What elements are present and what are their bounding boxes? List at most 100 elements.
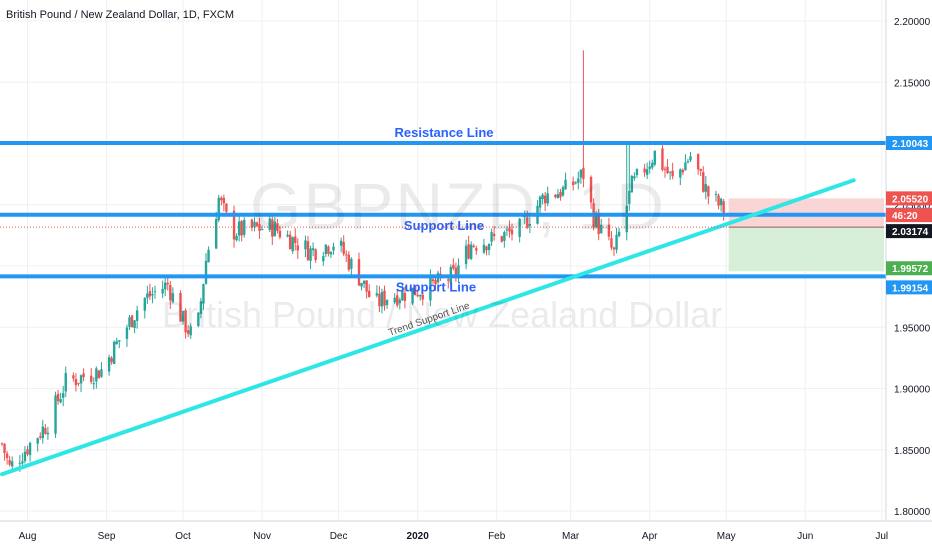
candle-body	[237, 221, 241, 236]
candle	[125, 324, 129, 347]
candle-body	[380, 291, 384, 307]
candle	[467, 235, 470, 260]
candle	[628, 141, 631, 211]
candle-body	[645, 169, 649, 175]
candle	[582, 50, 585, 188]
candle	[255, 221, 259, 228]
price-tick-label: 1.80000	[894, 507, 931, 518]
candle	[577, 171, 580, 190]
time-tick-label: Apr	[642, 531, 658, 542]
candle-body	[59, 399, 62, 403]
candle	[661, 144, 664, 172]
candle-body	[148, 291, 152, 297]
candle	[56, 389, 60, 405]
candle	[184, 308, 187, 339]
candle	[403, 286, 407, 309]
candle	[179, 290, 182, 322]
candle	[561, 185, 565, 197]
candle-body	[199, 301, 203, 314]
candle-body	[5, 453, 9, 458]
candle	[202, 283, 205, 310]
candle-body	[202, 284, 205, 304]
candle	[396, 289, 399, 308]
candle-body	[322, 256, 325, 262]
level-label: Resistance Line	[395, 125, 494, 140]
candle-body	[719, 198, 723, 206]
candle	[143, 297, 146, 319]
candle	[556, 189, 560, 199]
candle-body	[393, 297, 396, 303]
candle-body	[82, 373, 85, 378]
candle-body	[179, 292, 182, 322]
candle	[237, 214, 241, 242]
candle-body	[429, 276, 432, 301]
watermark-description: British Pound / New Zealand Dollar	[162, 294, 723, 335]
candle-body	[222, 197, 226, 204]
candle-body	[431, 279, 435, 282]
candle	[311, 242, 315, 257]
candle	[288, 230, 292, 250]
candle-body	[243, 219, 246, 235]
candle	[722, 198, 725, 221]
time-tick-label: Nov	[253, 531, 271, 542]
candle	[572, 176, 575, 191]
trend-line	[0, 178, 856, 477]
price-tick-label: 1.95000	[894, 323, 931, 334]
candle	[130, 314, 134, 328]
candle-body	[18, 463, 22, 465]
candle	[222, 194, 226, 212]
candle-body	[689, 156, 692, 161]
candle	[133, 320, 136, 334]
candle	[707, 185, 710, 205]
candle-body	[220, 197, 223, 201]
candle	[398, 297, 401, 310]
candle	[625, 141, 628, 241]
candle-body	[396, 295, 399, 306]
candle-body	[268, 218, 271, 230]
candle-body	[273, 221, 277, 237]
time-tick-label: Oct	[175, 531, 191, 542]
price-tag-text: 46:20	[892, 211, 918, 222]
candle-body	[368, 290, 371, 297]
candle-body	[311, 248, 315, 251]
price-tag: 1.99572	[886, 261, 932, 276]
candle	[197, 312, 200, 328]
candle-body	[503, 232, 506, 241]
candle-body	[490, 232, 493, 242]
price-tag-bg	[886, 191, 932, 206]
candle	[681, 168, 685, 176]
candle	[11, 456, 14, 471]
candle-body	[164, 282, 167, 290]
candle	[253, 217, 256, 232]
candle	[686, 158, 690, 164]
candle	[378, 285, 381, 313]
candle-body	[345, 254, 348, 256]
candle	[684, 154, 687, 171]
candle-body	[546, 193, 549, 204]
candle-body	[324, 244, 328, 255]
candle	[490, 228, 493, 247]
candle	[559, 188, 562, 201]
candle-body	[684, 162, 687, 171]
candle-body	[276, 223, 279, 231]
candle	[487, 243, 491, 256]
candle-body	[23, 451, 27, 462]
candle	[347, 251, 350, 272]
candle	[589, 175, 593, 209]
candle-body	[217, 197, 220, 221]
candle-body	[309, 248, 312, 261]
candle-body	[505, 229, 509, 231]
candle	[635, 168, 639, 178]
candle-body	[564, 179, 567, 190]
candle	[82, 368, 85, 382]
candle-body	[635, 169, 639, 176]
candle-body	[240, 221, 243, 236]
candle	[339, 237, 343, 253]
candle	[276, 219, 279, 234]
price-tag-bg	[886, 224, 932, 239]
candle-body	[434, 279, 437, 285]
candle	[702, 166, 705, 193]
price-tick-label: 1.90000	[894, 385, 931, 396]
candle-body	[452, 264, 455, 269]
